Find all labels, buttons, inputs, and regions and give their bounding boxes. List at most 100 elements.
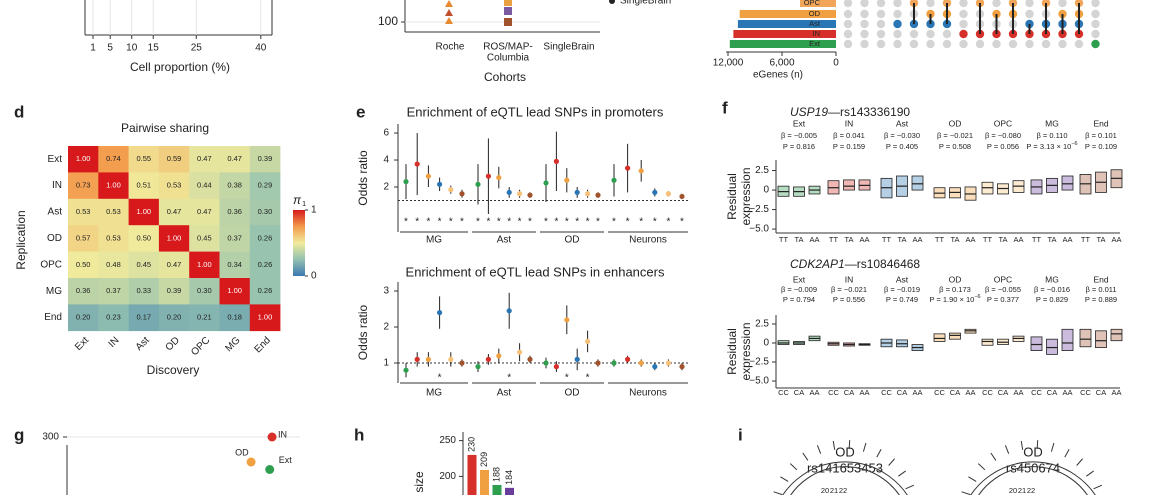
heatmap-cell: [128, 251, 160, 279]
circos-segment: [1093, 484, 1103, 490]
marker: [445, 9, 453, 16]
x-tick-label: Roche: [436, 42, 465, 53]
bar: [739, 10, 836, 18]
heatmap-cell: [249, 278, 281, 305]
cell-label: 0.51: [136, 181, 151, 190]
cell-label: 0.47: [197, 207, 212, 216]
heatmap-cell: [158, 198, 190, 226]
genotype-label: CC: [982, 388, 993, 397]
x-tick-label: ROS/MAP-: [483, 42, 532, 53]
p-text: P = 0.829: [1036, 295, 1068, 304]
p-value: P = 0.159: [833, 142, 865, 151]
matrix-dot: [1091, 29, 1100, 39]
cell-label: 1.00: [258, 313, 273, 322]
panel-letter: g: [14, 425, 24, 444]
point: [506, 189, 512, 196]
point: [265, 465, 275, 474]
x-tick-label: 1: [90, 43, 96, 54]
cell-label: 1.00: [227, 286, 242, 295]
cell-label: 0.47: [167, 207, 182, 216]
matrix-dot: [893, 9, 902, 19]
genotype-label: CC: [778, 388, 789, 397]
matrix-dot: [992, 39, 1001, 49]
genotype-label: AA: [1062, 388, 1072, 397]
point: [496, 353, 502, 359]
matrix-dot: [942, 29, 952, 39]
significance: *: [575, 217, 579, 228]
x-axis-label: Cell proportion (%): [130, 60, 230, 74]
box: [1061, 175, 1074, 191]
matrix-dot: [1091, 19, 1100, 29]
chromosome-label: 20: [1009, 486, 1017, 495]
heatmap-cell: [249, 251, 281, 279]
genotype-label: CC: [1080, 388, 1091, 397]
matrix-dot: [893, 19, 902, 29]
cell-label: 0.23: [106, 313, 121, 322]
circos-segment: [898, 470, 906, 477]
box: [1030, 336, 1043, 351]
point: [485, 173, 491, 179]
panel-letter: i: [738, 425, 743, 444]
circos-arc: [970, 461, 1096, 495]
genotype-label: AA: [809, 388, 819, 397]
snp: —rs10846468: [845, 257, 921, 271]
point: [679, 364, 685, 370]
matrix-dot: [959, 0, 968, 8]
chart-title: CDK2AP1—rs10846468: [790, 257, 920, 271]
point: [517, 349, 523, 355]
cell-type: IN: [845, 118, 854, 128]
cell-label: 0.53: [106, 233, 121, 242]
beta: β = −0.030: [884, 131, 920, 140]
x-axis-label: eGenes (n): [753, 70, 803, 81]
heatmap-cell: [249, 172, 281, 200]
genotype-label: TT: [829, 235, 839, 244]
genotype-label: TA: [1047, 235, 1056, 244]
y-tick-label: 0: [763, 185, 769, 196]
circos-segment: [905, 484, 915, 490]
group-label: Ast: [497, 388, 512, 399]
y-axis-label: Residual: [725, 328, 739, 375]
genotype-label: TT: [935, 235, 945, 244]
box: [981, 338, 994, 346]
matrix-dot: [942, 39, 952, 49]
cell-label: 0.33: [136, 286, 151, 295]
cell-label: 0.55: [136, 154, 151, 163]
p-value: P = 0.794: [783, 295, 815, 304]
heatmap-cell: [249, 146, 281, 173]
cell-label: 0.50: [76, 260, 91, 269]
box: [949, 332, 961, 340]
matrix-dot: [893, 0, 902, 8]
heatmap-cell: [98, 251, 129, 279]
y-tick-label: 100: [378, 14, 398, 28]
heatmap-cell: [98, 146, 129, 173]
point: [574, 189, 580, 196]
cell-label: 0.26: [258, 233, 273, 242]
panel-letter: d: [14, 102, 24, 121]
heatmap-cell: [98, 172, 129, 200]
p-text: P = 0.377: [987, 295, 1019, 304]
bar: [733, 30, 836, 38]
column-label: IN: [107, 335, 122, 350]
group-label: Ast: [497, 235, 512, 246]
genotype-label: CA: [844, 388, 854, 397]
cell-label: 0.17: [136, 313, 151, 322]
point: [414, 356, 420, 362]
significance: *: [426, 217, 430, 228]
cell-type: End: [1093, 274, 1108, 284]
set-label: OPC: [804, 0, 821, 7]
matrix-dot: [876, 39, 886, 49]
cell-label: 0.53: [167, 181, 182, 190]
heatmap-cell: [219, 278, 251, 305]
heatmap-cell: [249, 198, 281, 226]
x-tick-label: 0: [833, 58, 839, 69]
matrix-dot: [959, 19, 968, 29]
matrix-dot: [1008, 39, 1018, 49]
y-tick-label: 3: [383, 286, 389, 297]
matrix-dot: [843, 0, 853, 8]
cell-type: OPC: [994, 118, 1012, 128]
box: [1079, 328, 1092, 348]
beta: β = −0.009: [781, 285, 817, 294]
bar: [480, 469, 489, 495]
matrix-dot: [959, 29, 968, 39]
heatmap-cell: [219, 225, 251, 252]
